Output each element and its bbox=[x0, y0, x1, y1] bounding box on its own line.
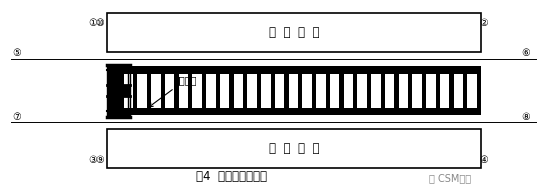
Bar bbox=[138, 74, 147, 108]
Bar bbox=[165, 74, 174, 108]
Bar bbox=[107, 74, 481, 108]
Bar bbox=[289, 74, 298, 108]
Text: ⑦: ⑦ bbox=[12, 112, 21, 122]
Bar bbox=[399, 74, 408, 108]
Bar bbox=[107, 112, 130, 117]
Bar bbox=[192, 74, 202, 108]
Bar bbox=[344, 74, 353, 108]
Bar bbox=[454, 74, 463, 108]
Text: ④: ④ bbox=[480, 155, 488, 165]
Bar bbox=[261, 74, 271, 108]
Bar bbox=[107, 65, 130, 69]
Bar bbox=[385, 74, 394, 108]
Bar bbox=[107, 13, 481, 52]
Text: ⑩: ⑩ bbox=[96, 18, 104, 28]
Bar bbox=[206, 74, 216, 108]
Bar bbox=[371, 74, 381, 108]
Bar bbox=[316, 74, 326, 108]
Bar bbox=[220, 74, 229, 108]
Text: ⑧: ⑧ bbox=[521, 112, 530, 122]
Text: ②: ② bbox=[480, 18, 488, 28]
Bar bbox=[248, 74, 257, 108]
Text: ⑤: ⑤ bbox=[12, 48, 21, 58]
Bar bbox=[107, 65, 130, 117]
Text: ①: ① bbox=[88, 18, 97, 28]
Text: 定  位  型  钢: 定 位 型 钢 bbox=[269, 26, 320, 39]
Bar bbox=[412, 74, 422, 108]
Text: 定  位  型  钢: 定 位 型 钢 bbox=[269, 142, 320, 155]
Text: ⑥: ⑥ bbox=[521, 48, 530, 58]
Bar bbox=[107, 108, 481, 115]
Bar bbox=[107, 129, 481, 168]
Bar bbox=[426, 74, 436, 108]
Text: ⑨: ⑨ bbox=[96, 155, 104, 165]
Text: ✨ CSM工法: ✨ CSM工法 bbox=[429, 173, 471, 183]
Text: 槽内边线: 槽内边线 bbox=[149, 75, 197, 107]
Bar bbox=[275, 74, 284, 108]
Bar bbox=[234, 74, 243, 108]
Bar bbox=[302, 74, 312, 108]
Bar bbox=[330, 74, 339, 108]
Bar bbox=[107, 85, 130, 96]
Bar bbox=[151, 74, 161, 108]
Bar bbox=[358, 74, 367, 108]
Bar bbox=[179, 74, 188, 108]
Text: ③: ③ bbox=[88, 155, 97, 165]
Bar bbox=[107, 66, 481, 74]
Text: 图4  型钢定位示意图: 图4 型钢定位示意图 bbox=[195, 170, 267, 183]
Bar bbox=[440, 74, 449, 108]
Bar bbox=[468, 74, 477, 108]
Bar bbox=[124, 74, 133, 108]
